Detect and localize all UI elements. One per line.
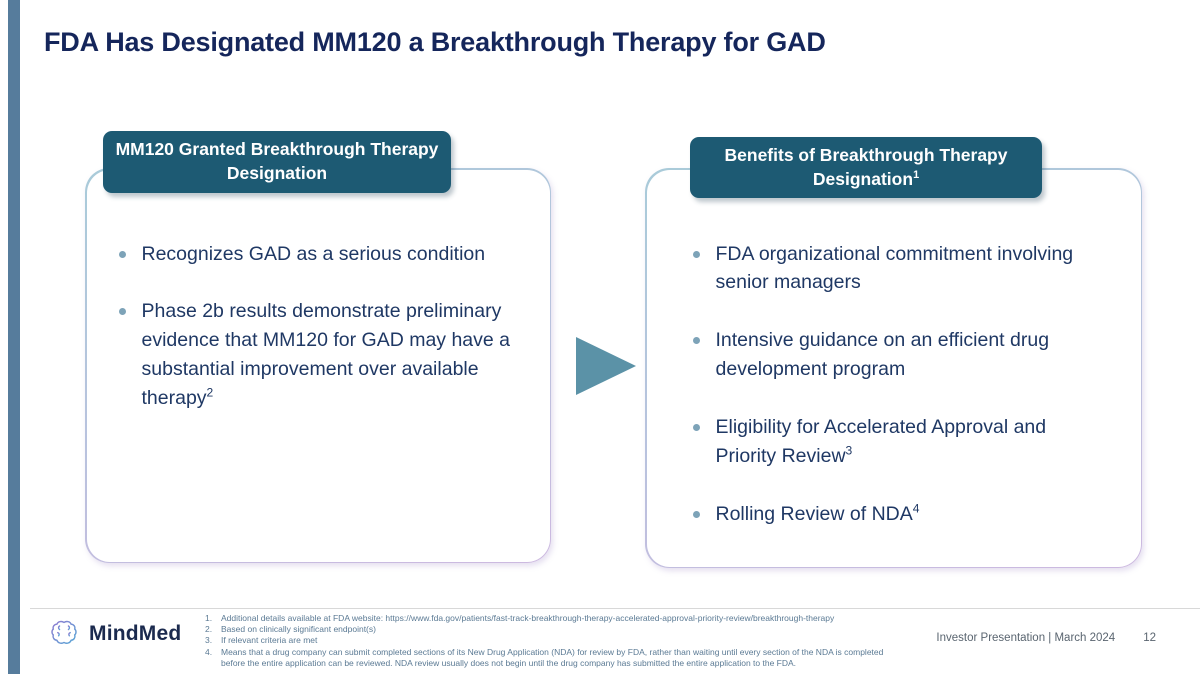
right-bullet-4-text: Rolling Review of NDA4	[715, 501, 920, 525]
right-bullet-4: Rolling Review of NDA4	[692, 500, 1106, 529]
left-bullet-1: Recognizes GAD as a serious condition	[118, 240, 515, 269]
right-card-header-text: Benefits of Breakthrough Therapy Designa…	[724, 144, 1008, 189]
footnotes: 1. Additional details available at FDA w…	[205, 613, 895, 669]
right-bullet-2-text: Intensive guidance on an efficient drug …	[715, 329, 1050, 381]
bullet-dot-icon	[118, 250, 126, 258]
footnote-3: 3. If relevant criteria are met	[205, 635, 318, 646]
left-card-header: MM120 Granted Breakthrough Therapy Desig…	[103, 131, 451, 193]
right-card-bullet-list: FDA organizational commitment involving …	[647, 170, 1141, 529]
left-bullet-2-text: Phase 2b results demonstrate preliminary…	[141, 300, 511, 409]
footnote-2: 2. Based on clinically significant endpo…	[205, 624, 376, 635]
left-bullet-2: Phase 2b results demonstrate preliminary…	[118, 297, 515, 412]
right-card-header: Benefits of Breakthrough Therapy Designa…	[690, 137, 1042, 198]
bullet-dot-icon	[692, 510, 700, 518]
slide-title: FDA Has Designated MM120 a Breakthrough …	[44, 27, 826, 57]
mindmed-logo: MindMed	[48, 618, 181, 650]
right-bullet-2: Intensive guidance on an efficient drug …	[692, 326, 1106, 384]
right-bullet-3-text: Eligibility for Accelerated Approval and…	[715, 415, 1047, 467]
footer-meta: Investor Presentation | March 2024 12	[936, 632, 1156, 644]
bullet-dot-icon	[692, 423, 700, 431]
page-number: 12	[1143, 632, 1156, 644]
right-bullet-3: Eligibility for Accelerated Approval and…	[692, 413, 1106, 471]
bullet-dot-icon	[692, 337, 700, 345]
footnote-1: 1. Additional details available at FDA w…	[205, 613, 835, 623]
left-card: Recognizes GAD as a serious condition Ph…	[85, 168, 551, 563]
bullet-dot-icon	[692, 250, 700, 258]
left-accent-bar	[8, 0, 20, 674]
left-card-bullet-list: Recognizes GAD as a serious condition Ph…	[87, 170, 550, 413]
left-card-body: Recognizes GAD as a serious condition Ph…	[86, 169, 550, 562]
bullet-dot-icon	[118, 308, 126, 316]
right-bullet-1: FDA organizational commitment involving …	[692, 240, 1106, 298]
logo-wordmark: MindMed	[89, 622, 182, 645]
footer-divider	[30, 608, 1200, 609]
right-card: FDA organizational commitment involving …	[645, 168, 1142, 568]
right-card-body: FDA organizational commitment involving …	[646, 169, 1141, 567]
right-bullet-1-text: FDA organizational commitment involving …	[715, 242, 1074, 294]
presentation-label: Investor Presentation | March 2024	[936, 632, 1116, 644]
flow-arrow-icon	[576, 337, 636, 395]
footnote-4: 4. Means that a drug company can submit …	[205, 646, 884, 668]
left-bullet-1-text: Recognizes GAD as a serious condition	[141, 242, 486, 265]
brain-icon	[51, 620, 77, 644]
left-card-header-text: MM120 Granted Breakthrough Therapy Desig…	[115, 139, 439, 183]
